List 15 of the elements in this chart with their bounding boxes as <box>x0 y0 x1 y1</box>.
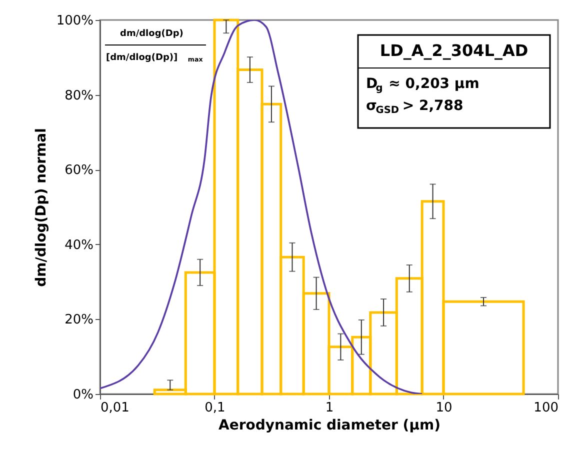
y-tick-label: 20% <box>64 312 94 328</box>
x-tick-label: 100 <box>534 400 558 416</box>
y-tick-label: 40% <box>64 238 94 253</box>
x-tick-label: 1 <box>325 400 334 416</box>
annotation: LD_A_2_304L_AD <box>380 41 528 60</box>
annotation: dm/dlog(Dp) <box>120 29 184 39</box>
y-tick-label: 80% <box>64 88 94 104</box>
x-tick-label: 0,1 <box>204 400 226 416</box>
x-tick-label: 0,01 <box>100 400 130 416</box>
x-axis-title: Aerodynamic diameter (µm) <box>218 418 440 434</box>
x-tick-label: 10 <box>436 400 452 416</box>
y-tick-label: 60% <box>64 163 94 178</box>
y-axis-title: dm/dlog(Dp) normal <box>33 128 50 287</box>
y-tick-label: 100% <box>56 14 94 28</box>
y-tick-label: 0% <box>72 388 94 402</box>
